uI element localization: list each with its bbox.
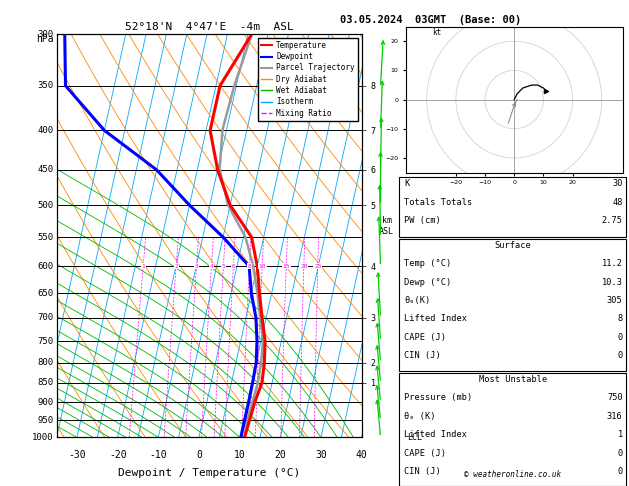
Text: 0: 0 [618, 467, 623, 476]
Text: 30: 30 [612, 179, 623, 189]
Text: 1000: 1000 [32, 433, 53, 442]
Legend: Temperature, Dewpoint, Parcel Trajectory, Dry Adiabat, Wet Adiabat, Isotherm, Mi: Temperature, Dewpoint, Parcel Trajectory… [258, 38, 358, 121]
Y-axis label: km
ASL: km ASL [379, 216, 394, 236]
Text: Totals Totals: Totals Totals [404, 198, 473, 207]
Text: LCL: LCL [408, 433, 423, 442]
Text: 40: 40 [356, 450, 367, 459]
Text: 750: 750 [607, 393, 623, 402]
Text: 3: 3 [194, 264, 198, 269]
Text: 0: 0 [618, 449, 623, 458]
Text: 305: 305 [607, 296, 623, 305]
Text: 6: 6 [231, 264, 235, 269]
Text: © weatheronline.co.uk: © weatheronline.co.uk [464, 469, 561, 479]
Text: 600: 600 [38, 262, 53, 271]
Text: CIN (J): CIN (J) [404, 467, 441, 476]
Text: 750: 750 [38, 336, 53, 346]
Text: 300: 300 [38, 30, 53, 38]
Text: kt: kt [433, 29, 442, 37]
Text: 0: 0 [618, 351, 623, 361]
Text: 2: 2 [174, 264, 178, 269]
Text: 1: 1 [618, 430, 623, 439]
Text: Surface: Surface [494, 241, 531, 250]
Text: 316: 316 [607, 412, 623, 421]
Text: Temp (°C): Temp (°C) [404, 259, 452, 268]
Text: 10: 10 [234, 450, 245, 459]
Text: 03.05.2024  03GMT  (Base: 00): 03.05.2024 03GMT (Base: 00) [340, 15, 521, 25]
Text: -30: -30 [68, 450, 86, 459]
Text: 1: 1 [142, 264, 145, 269]
Text: 800: 800 [38, 358, 53, 367]
Text: 500: 500 [38, 201, 53, 209]
Text: 20: 20 [274, 450, 286, 459]
Text: Dewp (°C): Dewp (°C) [404, 278, 452, 287]
Text: θₑ(K): θₑ(K) [404, 296, 431, 305]
Text: 950: 950 [38, 416, 53, 425]
Text: 550: 550 [38, 233, 53, 242]
Text: CIN (J): CIN (J) [404, 351, 441, 361]
Text: -20: -20 [109, 450, 126, 459]
Text: 25: 25 [314, 264, 321, 269]
Text: 4: 4 [209, 264, 213, 269]
Text: 850: 850 [38, 379, 53, 387]
Text: Dewpoint / Temperature (°C): Dewpoint / Temperature (°C) [118, 468, 300, 478]
Text: 450: 450 [38, 165, 53, 174]
Text: Most Unstable: Most Unstable [479, 375, 547, 384]
Text: 5: 5 [221, 264, 225, 269]
Title: 52°18'N  4°47'E  -4m  ASL: 52°18'N 4°47'E -4m ASL [125, 22, 294, 32]
Text: 10: 10 [259, 264, 266, 269]
Text: -10: -10 [150, 450, 167, 459]
Text: 900: 900 [38, 398, 53, 407]
Text: 8: 8 [618, 314, 623, 324]
Text: hPa: hPa [36, 34, 53, 44]
Text: K: K [404, 179, 409, 189]
Text: 15: 15 [282, 264, 290, 269]
Text: 400: 400 [38, 126, 53, 135]
Text: 0: 0 [618, 333, 623, 342]
Text: 700: 700 [38, 313, 53, 322]
Text: 30: 30 [315, 450, 327, 459]
Text: 650: 650 [38, 289, 53, 297]
Text: 20: 20 [300, 264, 308, 269]
Text: 2.75: 2.75 [602, 216, 623, 226]
Text: CAPE (J): CAPE (J) [404, 333, 447, 342]
Text: Lifted Index: Lifted Index [404, 314, 467, 324]
Text: θₑ (K): θₑ (K) [404, 412, 436, 421]
Text: 0: 0 [196, 450, 202, 459]
Text: CAPE (J): CAPE (J) [404, 449, 447, 458]
Text: 8: 8 [248, 264, 252, 269]
Text: Lifted Index: Lifted Index [404, 430, 467, 439]
Text: 11.2: 11.2 [602, 259, 623, 268]
Text: Pressure (mb): Pressure (mb) [404, 393, 473, 402]
Text: 10.3: 10.3 [602, 278, 623, 287]
Text: PW (cm): PW (cm) [404, 216, 441, 226]
Text: 48: 48 [612, 198, 623, 207]
Text: 350: 350 [38, 81, 53, 90]
